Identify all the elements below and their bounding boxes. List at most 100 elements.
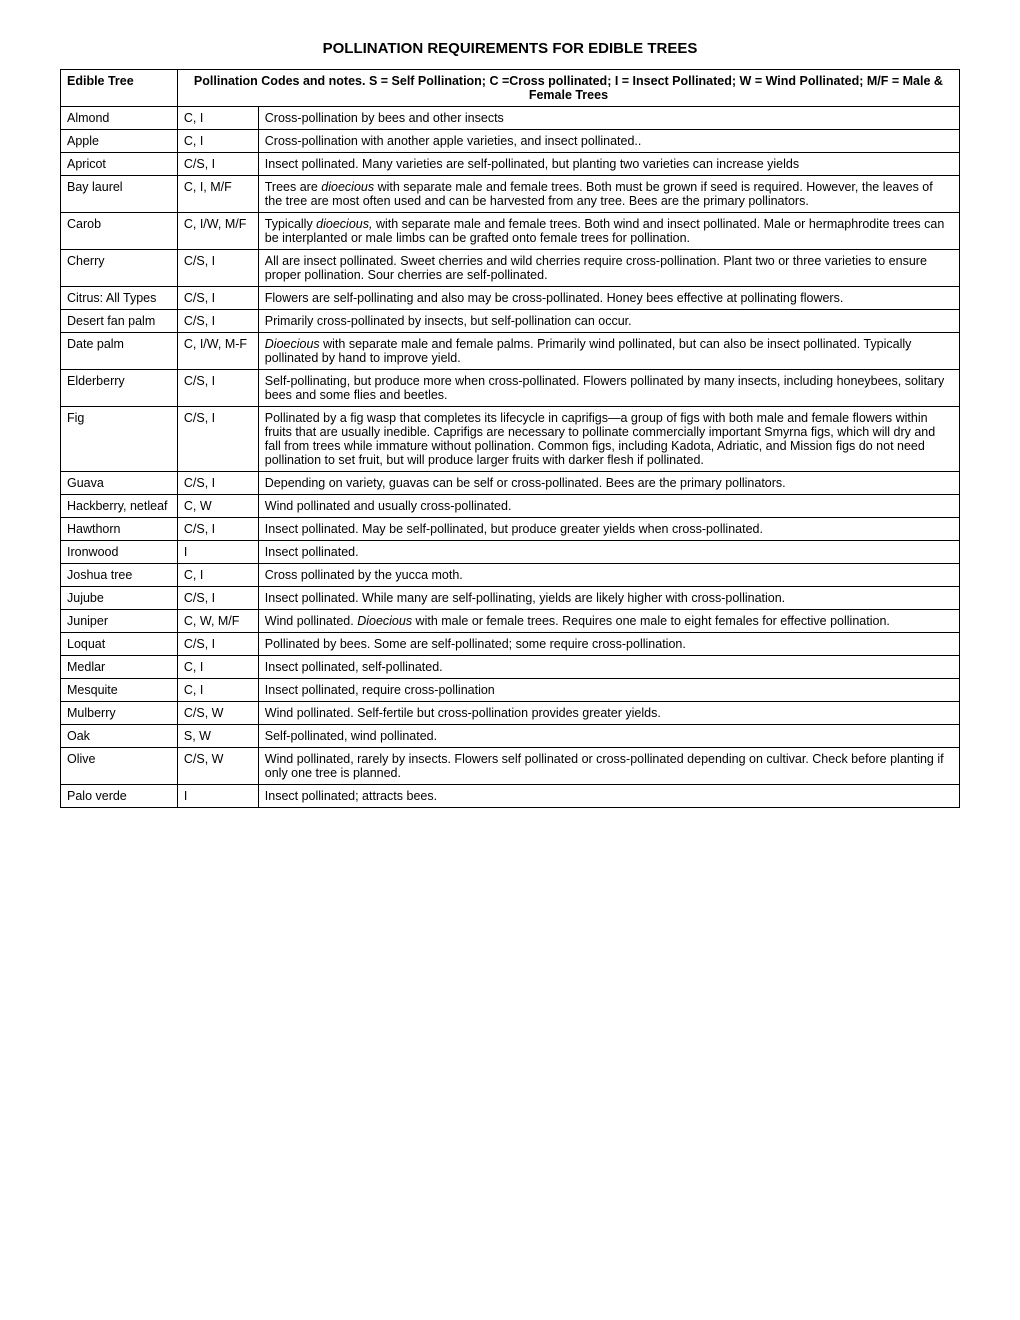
tree-name-cell: Fig xyxy=(61,407,178,472)
tree-name-cell: Joshua tree xyxy=(61,564,178,587)
tree-name-cell: Loquat xyxy=(61,633,178,656)
table-row: Palo verdeIInsect pollinated; attracts b… xyxy=(61,785,960,808)
table-row: MedlarC, IInsect pollinated, self-pollin… xyxy=(61,656,960,679)
code-cell: C/S, I xyxy=(177,633,258,656)
tree-name-cell: Ironwood xyxy=(61,541,178,564)
table-row: AppleC, ICross-pollination with another … xyxy=(61,130,960,153)
code-cell: C, I xyxy=(177,107,258,130)
table-row: JuniperC, W, M/FWind pollinated. Dioecio… xyxy=(61,610,960,633)
table-row: MesquiteC, IInsect pollinated, require c… xyxy=(61,679,960,702)
tree-name-cell: Elderberry xyxy=(61,370,178,407)
tree-name-cell: Guava xyxy=(61,472,178,495)
notes-cell: Insect pollinated, self-pollinated. xyxy=(258,656,959,679)
notes-cell: Insect pollinated. Many varieties are se… xyxy=(258,153,959,176)
tree-name-cell: Jujube xyxy=(61,587,178,610)
table-row: IronwoodIInsect pollinated. xyxy=(61,541,960,564)
notes-cell: Insect pollinated; attracts bees. xyxy=(258,785,959,808)
table-row: Bay laurelC, I, M/FTrees are dioecious w… xyxy=(61,176,960,213)
notes-cell: Wind pollinated, rarely by insects. Flow… xyxy=(258,748,959,785)
code-cell: C/S, W xyxy=(177,748,258,785)
table-row: ElderberryC/S, ISelf-pollinating, but pr… xyxy=(61,370,960,407)
notes-cell: Cross pollinated by the yucca moth. xyxy=(258,564,959,587)
notes-cell: Self-pollinated, wind pollinated. xyxy=(258,725,959,748)
code-cell: C, W, M/F xyxy=(177,610,258,633)
header-tree: Edible Tree xyxy=(61,70,178,107)
notes-cell: Cross-pollination by bees and other inse… xyxy=(258,107,959,130)
notes-cell: Flowers are self-pollinating and also ma… xyxy=(258,287,959,310)
tree-name-cell: Almond xyxy=(61,107,178,130)
tree-name-cell: Carob xyxy=(61,213,178,250)
table-row: JujubeC/S, IInsect pollinated. While man… xyxy=(61,587,960,610)
code-cell: C, I, M/F xyxy=(177,176,258,213)
tree-name-cell: Date palm xyxy=(61,333,178,370)
code-cell: C/S, I xyxy=(177,250,258,287)
pollination-table: Edible Tree Pollination Codes and notes.… xyxy=(60,69,960,808)
code-cell: C/S, I xyxy=(177,153,258,176)
tree-name-cell: Cherry xyxy=(61,250,178,287)
code-cell: C, I/W, M/F xyxy=(177,213,258,250)
notes-cell: Typically dioecious, with separate male … xyxy=(258,213,959,250)
tree-name-cell: Bay laurel xyxy=(61,176,178,213)
notes-cell: Pollinated by bees. Some are self-pollin… xyxy=(258,633,959,656)
notes-cell: All are insect pollinated. Sweet cherrie… xyxy=(258,250,959,287)
table-row: MulberryC/S, WWind pollinated. Self-fert… xyxy=(61,702,960,725)
tree-name-cell: Medlar xyxy=(61,656,178,679)
notes-cell: Primarily cross-pollinated by insects, b… xyxy=(258,310,959,333)
code-cell: S, W xyxy=(177,725,258,748)
code-cell: C, I xyxy=(177,130,258,153)
tree-name-cell: Citrus: All Types xyxy=(61,287,178,310)
tree-name-cell: Desert fan palm xyxy=(61,310,178,333)
notes-cell: Insect pollinated, require cross-pollina… xyxy=(258,679,959,702)
code-cell: C/S, I xyxy=(177,518,258,541)
code-cell: C, I xyxy=(177,679,258,702)
notes-cell: Insect pollinated. May be self-pollinate… xyxy=(258,518,959,541)
notes-cell: Dioecious with separate male and female … xyxy=(258,333,959,370)
notes-cell: Cross-pollination with another apple var… xyxy=(258,130,959,153)
table-row: CherryC/S, IAll are insect pollinated. S… xyxy=(61,250,960,287)
notes-cell: Depending on variety, guavas can be self… xyxy=(258,472,959,495)
code-cell: C/S, I xyxy=(177,287,258,310)
table-header-row: Edible Tree Pollination Codes and notes.… xyxy=(61,70,960,107)
table-row: HawthornC/S, IInsect pollinated. May be … xyxy=(61,518,960,541)
notes-cell: Wind pollinated. Dioecious with male or … xyxy=(258,610,959,633)
notes-cell: Insect pollinated. While many are self-p… xyxy=(258,587,959,610)
table-row: Joshua treeC, ICross pollinated by the y… xyxy=(61,564,960,587)
code-cell: C/S, W xyxy=(177,702,258,725)
code-cell: C/S, I xyxy=(177,472,258,495)
page-title: POLLINATION REQUIREMENTS FOR EDIBLE TREE… xyxy=(60,40,960,57)
table-row: OakS, WSelf-pollinated, wind pollinated. xyxy=(61,725,960,748)
table-row: CarobC, I/W, M/FTypically dioecious, wit… xyxy=(61,213,960,250)
notes-cell: Trees are dioecious with separate male a… xyxy=(258,176,959,213)
table-row: Hackberry, netleafC, WWind pollinated an… xyxy=(61,495,960,518)
table-row: ApricotC/S, IInsect pollinated. Many var… xyxy=(61,153,960,176)
table-row: Date palmC, I/W, M-FDioecious with separ… xyxy=(61,333,960,370)
tree-name-cell: Apricot xyxy=(61,153,178,176)
tree-name-cell: Hackberry, netleaf xyxy=(61,495,178,518)
header-notes: Pollination Codes and notes. S = Self Po… xyxy=(177,70,959,107)
notes-cell: Self-pollinating, but produce more when … xyxy=(258,370,959,407)
tree-name-cell: Hawthorn xyxy=(61,518,178,541)
tree-name-cell: Mulberry xyxy=(61,702,178,725)
tree-name-cell: Mesquite xyxy=(61,679,178,702)
code-cell: C/S, I xyxy=(177,370,258,407)
table-row: AlmondC, ICross-pollination by bees and … xyxy=(61,107,960,130)
notes-cell: Insect pollinated. xyxy=(258,541,959,564)
table-row: FigC/S, IPollinated by a fig wasp that c… xyxy=(61,407,960,472)
tree-name-cell: Juniper xyxy=(61,610,178,633)
code-cell: C, I xyxy=(177,656,258,679)
tree-name-cell: Apple xyxy=(61,130,178,153)
code-cell: C/S, I xyxy=(177,407,258,472)
code-cell: C, I xyxy=(177,564,258,587)
code-cell: C/S, I xyxy=(177,310,258,333)
notes-cell: Wind pollinated. Self-fertile but cross-… xyxy=(258,702,959,725)
tree-name-cell: Oak xyxy=(61,725,178,748)
tree-name-cell: Palo verde xyxy=(61,785,178,808)
code-cell: C, W xyxy=(177,495,258,518)
table-row: Desert fan palmC/S, IPrimarily cross-pol… xyxy=(61,310,960,333)
tree-name-cell: Olive xyxy=(61,748,178,785)
code-cell: I xyxy=(177,785,258,808)
code-cell: I xyxy=(177,541,258,564)
table-row: Citrus: All TypesC/S, IFlowers are self-… xyxy=(61,287,960,310)
table-row: GuavaC/S, IDepending on variety, guavas … xyxy=(61,472,960,495)
code-cell: C/S, I xyxy=(177,587,258,610)
